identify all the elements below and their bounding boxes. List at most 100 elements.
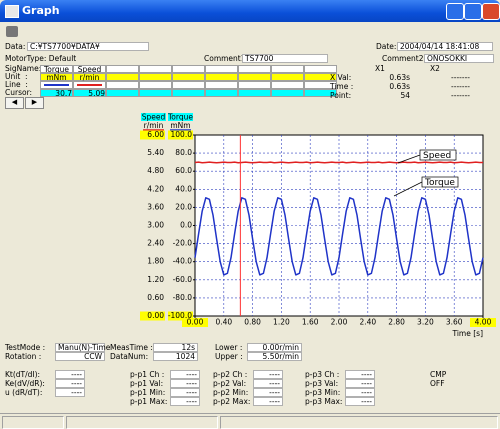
y-tick-label: 0.00 bbox=[147, 311, 164, 320]
signal-line-cell bbox=[106, 81, 139, 89]
y2-tick-label: 100.0 bbox=[171, 130, 193, 139]
date-label: Date: bbox=[376, 42, 397, 51]
info-label: p-p1 Min: bbox=[130, 388, 166, 397]
y2-tick-label: 0.0 bbox=[180, 221, 192, 230]
info-value: ---- bbox=[253, 370, 283, 379]
info-value: ---- bbox=[253, 388, 283, 397]
info-value: ---- bbox=[170, 370, 200, 379]
comment1: TS7700 bbox=[242, 54, 328, 63]
cursor-value: 0.63s bbox=[389, 73, 410, 82]
x-tick-label: 3.60 bbox=[446, 318, 463, 327]
signal-name-cell bbox=[271, 65, 304, 73]
info-value: ---- bbox=[55, 370, 85, 379]
cursor-value: 0.63s bbox=[389, 82, 410, 91]
callout-line bbox=[397, 154, 421, 164]
signal-unit-cell bbox=[304, 73, 337, 81]
signal-line-cell bbox=[238, 81, 271, 89]
signal-unit-cell: mNm bbox=[40, 73, 73, 81]
signal-cursor-cell bbox=[205, 89, 238, 97]
cursor-right-button[interactable]: ▶ bbox=[25, 97, 44, 109]
signal-cursor-cell: 30.7 bbox=[40, 89, 73, 97]
legend-unit: r/min bbox=[144, 121, 164, 130]
info-value: ---- bbox=[253, 397, 283, 406]
signal-name-cell bbox=[205, 65, 238, 73]
series-line bbox=[194, 161, 483, 164]
status-bar bbox=[0, 413, 500, 429]
series-line bbox=[194, 197, 484, 276]
signal-row-label: Cursor: bbox=[5, 88, 33, 97]
signal-row-label: SigName: bbox=[5, 64, 42, 73]
window-icon bbox=[5, 5, 19, 18]
y2-tick-label: -20.0 bbox=[173, 239, 193, 248]
info-value: Manu(N)-Time bbox=[55, 343, 110, 352]
x-tick-label: 2.00 bbox=[331, 318, 348, 327]
y2-tick-label: 80.0 bbox=[175, 148, 192, 157]
signal-cursor-cell bbox=[139, 89, 172, 97]
cursor-left-button[interactable]: ◀ bbox=[5, 97, 24, 109]
signal-line-cell bbox=[304, 81, 337, 89]
tick-highlight bbox=[168, 311, 193, 321]
x-tick-label: 2.40 bbox=[359, 318, 376, 327]
signal-name-cell bbox=[106, 65, 139, 73]
info-label: p-p3 Ch : bbox=[305, 370, 340, 379]
info-label: Lower : bbox=[215, 343, 243, 352]
y-tick-label: 3.00 bbox=[147, 221, 164, 230]
status-cell bbox=[220, 416, 498, 429]
info-label: p-p2 Val: bbox=[213, 379, 247, 388]
y-tick-label: 4.20 bbox=[147, 184, 164, 193]
info-label: Upper : bbox=[215, 352, 243, 361]
info-label: p-p2 Min: bbox=[213, 388, 249, 397]
signal-line-cell bbox=[271, 81, 304, 89]
callout-label: Torque bbox=[424, 178, 455, 188]
info-label: p-p1 Val: bbox=[130, 379, 164, 388]
info-value: 12s bbox=[153, 343, 198, 352]
info-label: TestMode : bbox=[5, 343, 46, 352]
y-tick-label: 3.60 bbox=[147, 202, 164, 211]
y-tick-label: 1.20 bbox=[147, 275, 164, 284]
info-value: ---- bbox=[55, 379, 85, 388]
signal-row-label: Unit : bbox=[5, 72, 28, 81]
info-label: Kt(dT/dI): bbox=[5, 370, 41, 379]
signal-line-cell bbox=[73, 81, 106, 89]
info-value: ---- bbox=[55, 388, 85, 397]
y-tick-label: 6.00 bbox=[147, 130, 164, 139]
cursor-row-label: Time : bbox=[330, 82, 354, 91]
signal-line-cell bbox=[40, 81, 73, 89]
legend-name: Torque bbox=[167, 113, 193, 122]
signal-name-cell: Speed bbox=[73, 65, 106, 73]
info-value: 5.50r/min bbox=[247, 352, 302, 361]
maximize-button[interactable] bbox=[464, 3, 482, 20]
cursor-header: X1 bbox=[375, 64, 385, 73]
signal-cursor-cell bbox=[238, 89, 271, 97]
info-label: Ke(dV/dR): bbox=[5, 379, 45, 388]
print-button[interactable] bbox=[6, 26, 18, 37]
x-tick-label: 1.20 bbox=[273, 318, 290, 327]
info-value: ---- bbox=[345, 388, 375, 397]
info-label: p-p1 Ch : bbox=[130, 370, 165, 379]
y2-tick-label: -60.0 bbox=[173, 275, 193, 284]
callout-box bbox=[419, 149, 457, 161]
signal-line-cell bbox=[172, 81, 205, 89]
comment2-label: Comment2: bbox=[382, 54, 427, 63]
info-label: p-p1 Max: bbox=[130, 397, 168, 406]
y2-tick-label: -100.0 bbox=[168, 311, 192, 320]
x-tick-label: 1.60 bbox=[302, 318, 319, 327]
window-title: Graph bbox=[22, 4, 60, 17]
signal-name-cell bbox=[139, 65, 172, 73]
info-label: p-p3 Val: bbox=[305, 379, 339, 388]
x-tick-label: 0.80 bbox=[244, 318, 261, 327]
info-value: CCW bbox=[55, 352, 105, 361]
tick-highlight bbox=[168, 130, 193, 140]
info-value: ---- bbox=[170, 397, 200, 406]
cursor-header: X2 bbox=[430, 64, 440, 73]
cursor-value: 54 bbox=[400, 91, 410, 100]
signal-name-cell bbox=[238, 65, 271, 73]
info-label: p-p3 Min: bbox=[305, 388, 341, 397]
info-label: p-p2 Max: bbox=[213, 397, 251, 406]
signal-unit-cell bbox=[139, 73, 172, 81]
signal-cursor-cell bbox=[304, 89, 337, 97]
data-path: C:¥TS7700¥DATA¥ bbox=[27, 42, 149, 51]
signal-row-label: Line : bbox=[5, 80, 28, 89]
x-tick-label: 4.00 bbox=[475, 318, 492, 327]
minimize-button[interactable] bbox=[446, 3, 464, 20]
